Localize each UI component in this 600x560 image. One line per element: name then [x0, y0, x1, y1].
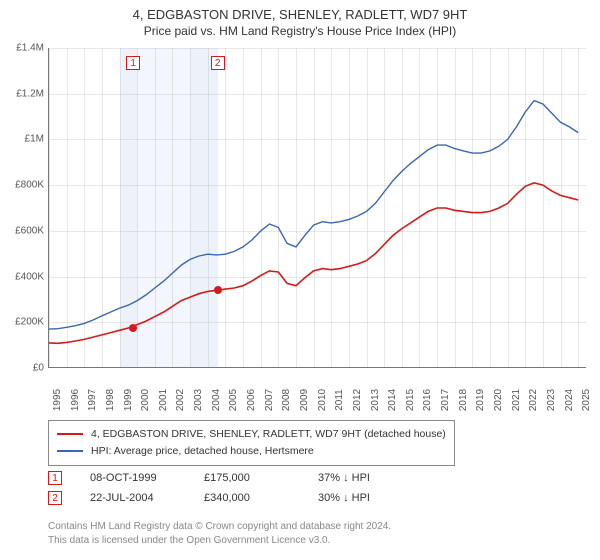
- legend-label: HPI: Average price, detached house, Hert…: [91, 443, 314, 460]
- sale-marker-box: 2: [211, 56, 225, 70]
- sale-row: 2 22-JUL-2004 £340,000 30% ↓ HPI: [48, 488, 404, 508]
- sale-marker-box: 1: [126, 56, 140, 70]
- x-axis-label: 2007: [264, 389, 275, 411]
- sale-marker-dot: [214, 286, 222, 294]
- sale-row-delta: 37% ↓ HPI: [318, 472, 404, 484]
- x-axis-label: 2021: [511, 389, 522, 411]
- x-axis-label: 1999: [123, 389, 134, 411]
- x-axis-label: 1997: [87, 389, 98, 411]
- sale-data-rows: 1 08-OCT-1999 £175,000 37% ↓ HPI 2 22-JUL-200…: [48, 468, 404, 508]
- chart-plot-area: 12: [48, 48, 586, 368]
- x-axis-label: 2010: [317, 389, 328, 411]
- footer-line-1: Contains HM Land Registry data © Crown c…: [48, 520, 391, 534]
- x-axis-label: 2018: [458, 389, 469, 411]
- y-axis-label: £1M: [4, 134, 44, 145]
- x-axis-label: 2016: [422, 389, 433, 411]
- sale-row-delta: 30% ↓ HPI: [318, 492, 404, 504]
- x-axis-label: 2025: [581, 389, 592, 411]
- y-axis-label: £1.2M: [4, 88, 44, 99]
- y-axis-label: £1.4M: [4, 43, 44, 54]
- x-axis-label: 2002: [175, 389, 186, 411]
- legend-label: 4, EDGBASTON DRIVE, SHENLEY, RADLETT, WD…: [91, 426, 446, 443]
- x-axis-label: 2020: [493, 389, 504, 411]
- x-axis-label: 2014: [387, 389, 398, 411]
- sale-row: 1 08-OCT-1999 £175,000 37% ↓ HPI: [48, 468, 404, 488]
- sale-row-price: £340,000: [204, 492, 290, 504]
- x-axis-label: 2015: [405, 389, 416, 411]
- y-axis-label: £0: [4, 363, 44, 374]
- x-axis-label: 2023: [546, 389, 557, 411]
- sale-row-marker: 2: [48, 491, 62, 505]
- sale-row-date: 22-JUL-2004: [90, 492, 176, 504]
- sale-marker-dot: [129, 324, 137, 332]
- chart-title: 4, EDGBASTON DRIVE, SHENLEY, RADLETT, WD…: [0, 0, 600, 24]
- y-axis-label: £600K: [4, 225, 44, 236]
- x-axis-label: 2005: [228, 389, 239, 411]
- x-axis-label: 1998: [105, 389, 116, 411]
- legend-swatch: [57, 433, 83, 435]
- chart-subtitle: Price paid vs. HM Land Registry's House …: [0, 24, 600, 40]
- x-axis-label: 2019: [475, 389, 486, 411]
- x-axis-label: 2006: [246, 389, 257, 411]
- x-axis-label: 2022: [528, 389, 539, 411]
- footer-line-2: This data is licensed under the Open Gov…: [48, 534, 391, 548]
- legend-row: HPI: Average price, detached house, Hert…: [57, 443, 446, 460]
- x-axis-label: 2001: [158, 389, 169, 411]
- x-axis-label: 2003: [193, 389, 204, 411]
- sale-row-marker: 1: [48, 471, 62, 485]
- x-axis-label: 2024: [564, 389, 575, 411]
- y-axis-label: £800K: [4, 180, 44, 191]
- x-axis-label: 2000: [140, 389, 151, 411]
- x-axis-label: 1996: [70, 389, 81, 411]
- sale-row-price: £175,000: [204, 472, 290, 484]
- sale-row-date: 08-OCT-1999: [90, 472, 176, 484]
- series-hpi: [49, 101, 578, 330]
- x-axis-label: 2013: [370, 389, 381, 411]
- legend-swatch: [57, 450, 83, 452]
- x-axis-label: 2008: [281, 389, 292, 411]
- x-axis-label: 1995: [52, 389, 63, 411]
- legend: 4, EDGBASTON DRIVE, SHENLEY, RADLETT, WD…: [48, 420, 455, 466]
- y-axis-label: £400K: [4, 271, 44, 282]
- footer-attribution: Contains HM Land Registry data © Crown c…: [48, 520, 391, 547]
- x-axis-label: 2012: [352, 389, 363, 411]
- x-axis-label: 2009: [299, 389, 310, 411]
- x-axis-label: 2011: [334, 389, 345, 411]
- x-axis-label: 2004: [211, 389, 222, 411]
- series-price: [49, 183, 578, 343]
- x-axis-label: 2017: [440, 389, 451, 411]
- legend-row: 4, EDGBASTON DRIVE, SHENLEY, RADLETT, WD…: [57, 426, 446, 443]
- y-axis-label: £200K: [4, 317, 44, 328]
